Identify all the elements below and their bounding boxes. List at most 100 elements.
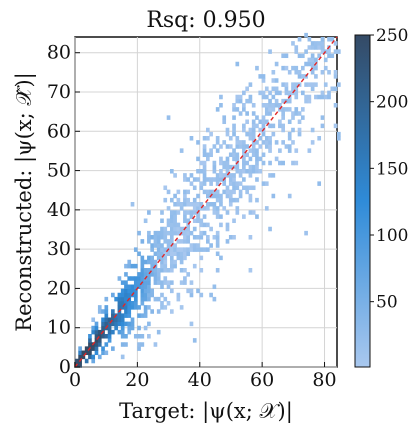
heatmap-cell [327, 49, 331, 54]
heatmap-cell [183, 189, 187, 195]
heatmap-cell [150, 255, 154, 261]
heatmap-cell [114, 317, 118, 323]
heatmap-cell [291, 140, 295, 145]
heatmap-cell [137, 305, 141, 310]
colorbar-tick-label: 100 [376, 226, 408, 246]
heatmap-cell [245, 152, 249, 158]
heatmap-cell [274, 90, 279, 96]
heatmap-cell [133, 280, 138, 285]
heatmap-cell [120, 329, 125, 335]
heatmap-cell [215, 181, 220, 186]
heatmap-cell [196, 202, 200, 207]
heatmap-cell [314, 65, 318, 71]
heatmap-cell [242, 152, 246, 158]
heatmap-cell [245, 189, 249, 195]
heatmap-cell [97, 342, 102, 347]
heatmap-cell [130, 263, 135, 269]
heatmap-cell [147, 288, 151, 294]
heatmap-cell [294, 65, 299, 71]
heatmap-cell [215, 243, 220, 248]
heatmap-cell [127, 329, 132, 335]
heatmap-cell [163, 247, 168, 252]
heatmap-cell [281, 115, 285, 120]
heatmap-cell [91, 354, 96, 360]
heatmap-cell [323, 82, 328, 87]
heatmap-cell [202, 214, 207, 219]
heatmap-cell [176, 251, 181, 257]
heatmap-cell [310, 45, 315, 50]
heatmap-cell [209, 292, 213, 298]
heatmap-cell [166, 230, 171, 236]
heatmap-cell [271, 173, 276, 178]
heatmap-cell [327, 37, 331, 42]
heatmap-cell [156, 272, 161, 277]
heatmap-cell [120, 334, 125, 339]
heatmap-cell [199, 160, 204, 166]
heatmap-cell [245, 185, 249, 191]
heatmap-cell [75, 358, 79, 364]
heatmap-cell [258, 169, 263, 174]
heatmap-cell [137, 313, 141, 318]
heatmap-cell [143, 325, 148, 331]
colorbar-ticks: 50 100 150 200 250 [370, 26, 408, 313]
heatmap-cell [186, 239, 191, 244]
heatmap-cell [163, 197, 168, 203]
heatmap-cell [156, 230, 161, 236]
heatmap-cell [235, 61, 240, 67]
heatmap-cell [271, 123, 276, 129]
heatmap-cell [281, 123, 285, 129]
heatmap-cell [179, 259, 184, 265]
heatmap-cell [166, 284, 171, 290]
heatmap-cell [140, 272, 145, 277]
heatmap-cell [287, 70, 292, 75]
heatmap-cell [242, 123, 246, 129]
heatmap-cell [245, 98, 249, 104]
heatmap-cell [169, 268, 174, 273]
colorbar-tick-label: 150 [376, 159, 408, 179]
heatmap-cell [153, 276, 158, 281]
heatmap-cell [202, 230, 207, 236]
heatmap-cell [150, 235, 154, 240]
heatmap-cell [310, 53, 315, 59]
heatmap-cell [248, 131, 253, 137]
heatmap-cell [307, 98, 312, 104]
heatmap-cell [264, 144, 269, 149]
heatmap-cell [186, 288, 191, 294]
heatmap-cell [196, 177, 200, 182]
heatmap-cell [183, 230, 187, 236]
heatmap-cell [183, 218, 187, 224]
heatmap-cell [183, 193, 187, 199]
heatmap-cell [264, 86, 269, 92]
heatmap-cell [248, 156, 253, 162]
heatmap-cell [111, 317, 115, 323]
heatmap-cell [212, 144, 217, 149]
heatmap-cell [140, 313, 145, 318]
heatmap-cell [225, 164, 230, 170]
heatmap-cell [222, 140, 227, 145]
heatmap-cell [248, 268, 253, 273]
heatmap-cell [228, 152, 233, 158]
heatmap-cell [235, 152, 240, 158]
heatmap-cell [219, 173, 223, 178]
heatmap-cell [97, 309, 102, 314]
heatmap-cell [91, 329, 96, 335]
heatmap-cell [297, 119, 302, 125]
heatmap-cell [264, 103, 269, 108]
heatmap-cell [120, 292, 125, 298]
heatmap-cell [245, 119, 249, 125]
heatmap-cell [337, 49, 341, 54]
heatmap-cell [258, 156, 263, 162]
heatmap-cell [268, 111, 272, 116]
plot-area [74, 32, 341, 368]
heatmap-cell [248, 82, 253, 87]
heatmap-cell [235, 185, 240, 191]
heatmap-cell [179, 268, 184, 273]
heatmap-cell [114, 321, 118, 327]
heatmap-cell [228, 177, 233, 182]
heatmap-cell [268, 98, 272, 104]
heatmap-cell [212, 177, 217, 182]
heatmap-cell [219, 103, 223, 108]
heatmap-cell [242, 169, 246, 174]
heatmap-cell [222, 206, 227, 211]
